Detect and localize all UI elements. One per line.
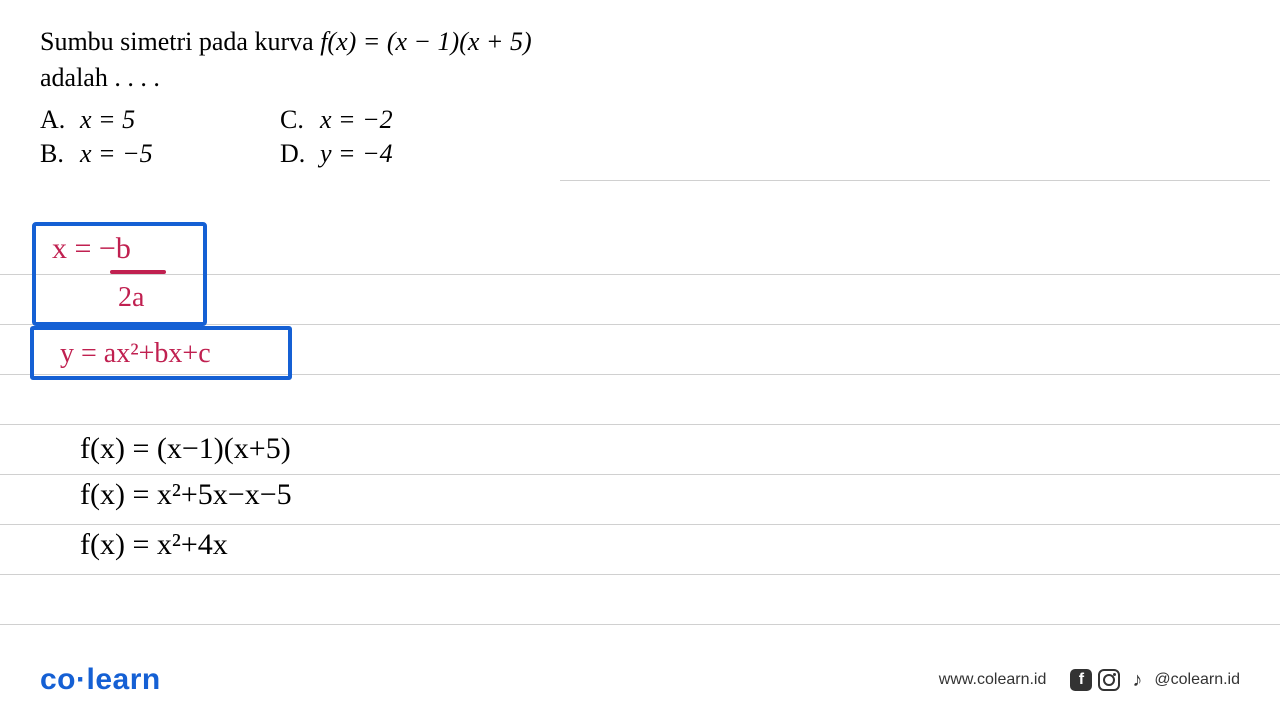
- work-line-3: f(x) = x²+4x: [80, 528, 228, 562]
- axis-formula-numerator: x = −b: [52, 232, 131, 266]
- logo-dot: ·: [76, 663, 87, 696]
- option-a: A. x = 5: [40, 105, 280, 135]
- option-d: D. y = −4: [280, 139, 393, 169]
- option-c: C. x = −2: [280, 105, 393, 135]
- option-letter: B.: [40, 139, 80, 169]
- paper-line: [0, 524, 1280, 525]
- option-letter: A.: [40, 105, 80, 135]
- paper-line: [0, 424, 1280, 425]
- question-line1: Sumbu simetri pada kurva f(x) = (x − 1)(…: [40, 24, 1240, 60]
- fraction-line: [110, 270, 166, 274]
- paper-line: [0, 624, 1280, 625]
- social-handle: @colearn.id: [1154, 671, 1240, 689]
- options-col-right: C. x = −2 D. y = −4: [280, 105, 393, 169]
- question-line2: adalah . . . .: [40, 60, 1240, 96]
- options-container: A. x = 5 B. x = −5 C. x = −2 D. y = −4: [40, 105, 1240, 169]
- paper-line: [0, 574, 1280, 575]
- logo-learn: learn: [87, 663, 161, 696]
- work-line-2: f(x) = x²+5x−x−5: [80, 478, 292, 512]
- work-line-1: f(x) = (x−1)(x+5): [80, 432, 291, 466]
- option-text: x = −2: [320, 105, 393, 135]
- logo-co: co: [40, 663, 76, 696]
- option-text: y = −4: [320, 139, 393, 169]
- website-url: www.colearn.id: [939, 671, 1047, 689]
- tiktok-icon: ♪: [1126, 669, 1148, 691]
- logo: co·learn: [40, 663, 161, 697]
- divider-line: [560, 180, 1270, 181]
- question-prefix: Sumbu simetri pada kurva: [40, 27, 320, 56]
- social-icons: f ♪ @colearn.id: [1070, 669, 1240, 691]
- axis-formula-denominator: 2a: [118, 282, 144, 314]
- question-block: Sumbu simetri pada kurva f(x) = (x − 1)(…: [0, 0, 1280, 179]
- options-col-left: A. x = 5 B. x = −5: [40, 105, 280, 169]
- option-text: x = 5: [80, 105, 135, 135]
- option-letter: D.: [280, 139, 320, 169]
- option-letter: C.: [280, 105, 320, 135]
- option-b: B. x = −5: [40, 139, 280, 169]
- question-expression: f(x) = (x − 1)(x + 5): [320, 27, 531, 56]
- facebook-icon: f: [1070, 669, 1092, 691]
- footer-right: www.colearn.id f ♪ @colearn.id: [939, 669, 1240, 691]
- option-text: x = −5: [80, 139, 153, 169]
- paper-line: [0, 474, 1280, 475]
- footer: co·learn www.colearn.id f ♪ @colearn.id: [0, 640, 1280, 720]
- quadratic-formula: y = ax²+bx+c: [60, 338, 211, 370]
- instagram-icon: [1098, 669, 1120, 691]
